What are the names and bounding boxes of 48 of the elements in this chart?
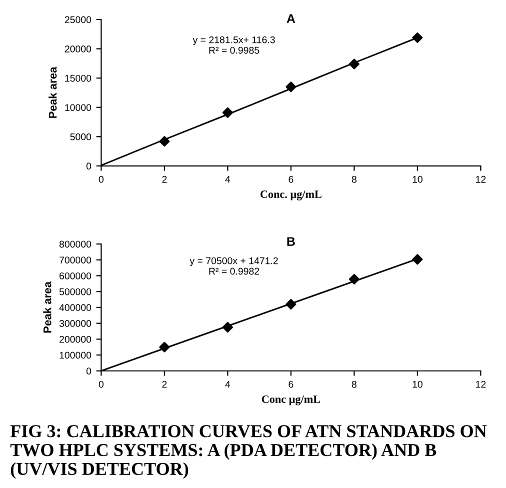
y-tick-label: 800000 [59,240,92,248]
x-tick-label: 6 [288,176,294,183]
annotation: y = 2181.5x+ 116.3 R² = 0.9985 [192,36,275,54]
point [286,298,296,310]
x-tick-label: 12 [476,380,486,388]
x-tick-label: 2 [162,176,167,183]
caption: FIG 3: CALIBRATION CURVES OF ATN STANDARDS ON TWO HPLC SYSTEMS: A (PDA DETECTOR) AND B (UV/VIS DETECTOR) [10,425,487,479]
point [159,136,170,147]
x-tick-label: 4 [225,380,230,388]
point [159,342,170,352]
y-tick-label: 25000 [64,16,92,24]
y-tick-label: 5000 [70,133,92,140]
y-tick-label: 600000 [60,272,92,280]
x-axis-title: Conc. µg/mL [260,190,322,200]
y-tick-label: 20000 [64,46,92,52]
x-tick-label: 8 [352,380,356,388]
x-tick-label: 10 [412,380,422,388]
annotation: y = 70500x + 1471.2 R² = 0.9982 [190,257,278,275]
y-tick-label: 700000 [60,256,92,264]
x-axis-title: Conc µg/mL [262,395,320,406]
x-tick-label: 0 [98,176,104,183]
y-tick-label: 100000 [60,352,92,359]
y-tick-label: 500000 [59,288,92,296]
y-tick-label: 200000 [60,336,92,343]
point [412,254,423,265]
y-axis-title: Peak area [48,66,57,118]
x-tick-label: 6 [288,380,294,388]
x-tick-label: 0 [98,380,104,388]
y-tick-label: 15000 [65,74,92,82]
y-tick-label: 10000 [65,104,92,111]
point [348,274,360,285]
point [222,107,233,118]
y-tick-label: 0 [86,368,92,374]
chart-title: A [286,14,296,23]
chart-title: B [287,237,295,246]
x-tick-label: 12 [476,176,486,183]
point [286,82,296,92]
y-tick-label: 300000 [59,320,92,327]
x-tick-label: 2 [162,380,167,388]
x-tick-label: 4 [225,176,230,183]
y-axis-title: Peak area [43,281,52,333]
x-tick-label: 10 [412,176,422,183]
point [348,58,360,70]
y-tick-label: 400000 [59,304,92,312]
x-tick-label: 8 [352,176,356,183]
point [222,322,233,333]
point [412,32,423,43]
y-tick-label: 0 [86,162,92,170]
